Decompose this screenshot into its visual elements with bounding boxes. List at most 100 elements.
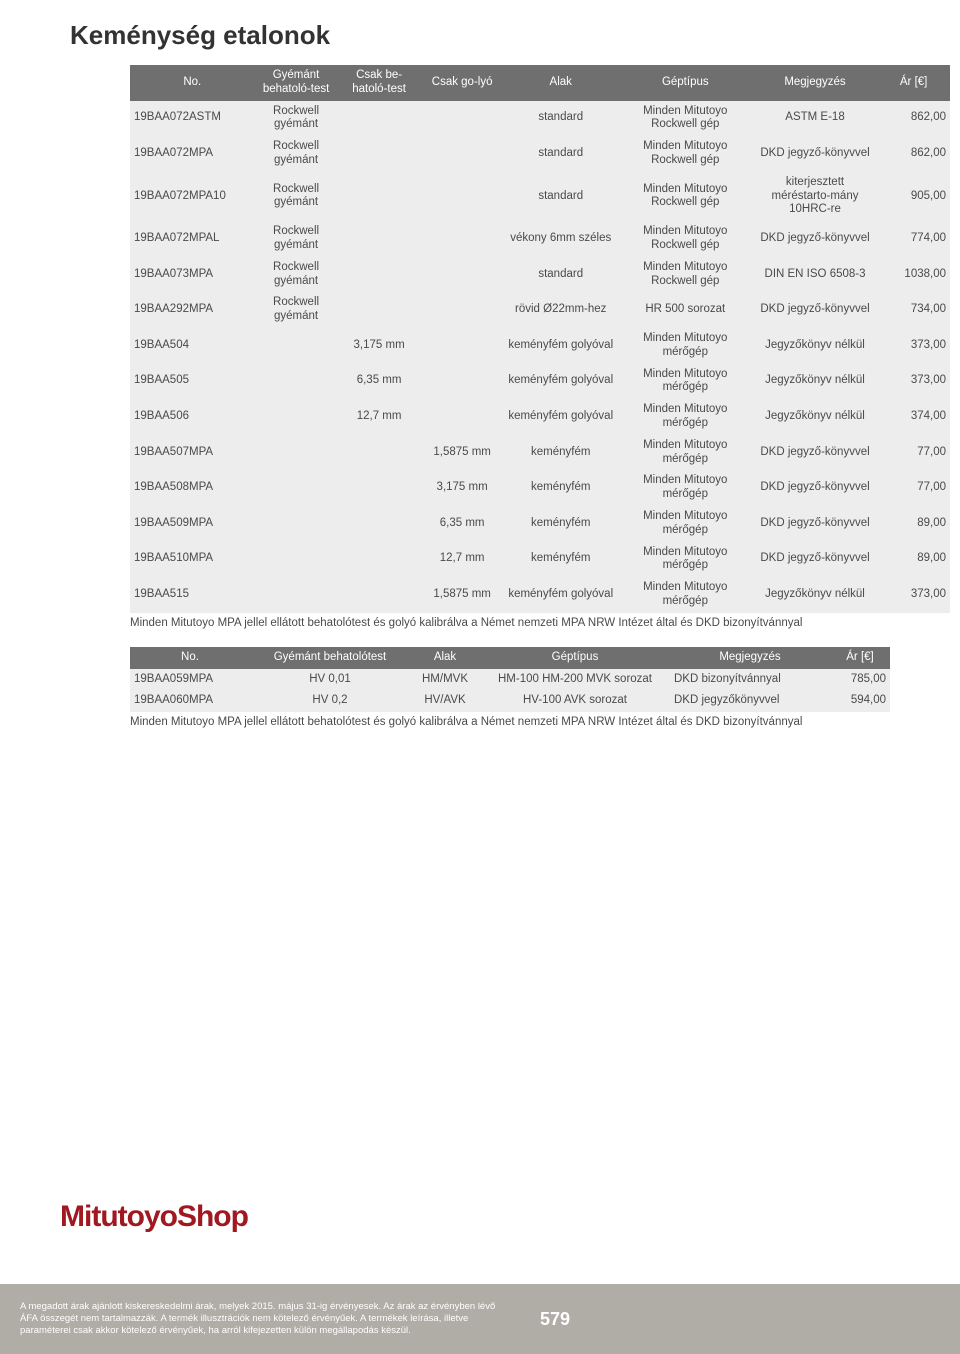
cell: 19BAA505 bbox=[130, 364, 255, 400]
th: Ár [€] bbox=[830, 647, 890, 669]
cell: DKD jegyző-könyvvel bbox=[753, 136, 878, 172]
cell: standard bbox=[504, 257, 618, 293]
cell: Minden Mitutoyo mérőgép bbox=[618, 542, 753, 578]
cell: 734,00 bbox=[877, 292, 950, 328]
cell: 19BAA072MPAL bbox=[130, 221, 255, 257]
cell: Minden Mitutoyo mérőgép bbox=[618, 364, 753, 400]
table-row: 19BAA073MPARockwell gyémántstandardMinde… bbox=[130, 257, 950, 293]
footer-disclaimer: A megadott árak ajánlott kiskereskedelmi… bbox=[20, 1301, 500, 1337]
table-row: 19BAA072MPARockwell gyémántstandardMinde… bbox=[130, 136, 950, 172]
cell: keményfém bbox=[504, 435, 618, 471]
cell: 374,00 bbox=[877, 399, 950, 435]
cell bbox=[421, 221, 504, 257]
cell: 373,00 bbox=[877, 364, 950, 400]
cell: Minden Mitutoyo mérőgép bbox=[618, 506, 753, 542]
th: Gyémánt behatolótest bbox=[250, 647, 410, 669]
cell: 12,7 mm bbox=[421, 542, 504, 578]
cell: vékony 6mm széles bbox=[504, 221, 618, 257]
cell: 862,00 bbox=[877, 101, 950, 137]
cell: HV 0,2 bbox=[250, 690, 410, 712]
cell: Rockwell gyémánt bbox=[255, 221, 338, 257]
cell: 19BAA073MPA bbox=[130, 257, 255, 293]
table-row: 19BAA5151,5875 mmkeményfém golyóvalMinde… bbox=[130, 577, 950, 613]
table-2: No. Gyémánt behatolótest Alak Géptípus M… bbox=[130, 647, 890, 712]
cell: 19BAA509MPA bbox=[130, 506, 255, 542]
cell: 19BAA507MPA bbox=[130, 435, 255, 471]
cell bbox=[255, 470, 338, 506]
cell bbox=[338, 101, 421, 137]
cell: Jegyzőkönyv nélkül bbox=[753, 328, 878, 364]
cell: HM-100 HM-200 MVK sorozat bbox=[480, 669, 670, 691]
cell bbox=[338, 257, 421, 293]
table-row: 19BAA072MPA10Rockwell gyémántstandardMin… bbox=[130, 172, 950, 221]
cell: 3,175 mm bbox=[338, 328, 421, 364]
cell: Minden Mitutoyo mérőgép bbox=[618, 328, 753, 364]
table-row: 19BAA5056,35 mmkeményfém golyóvalMinden … bbox=[130, 364, 950, 400]
table-row: 19BAA504 3,175 mm keményfém golyóvalMinden… bbox=[130, 328, 950, 364]
cell: 19BAA508MPA bbox=[130, 470, 255, 506]
cell: Minden Mitutoyo mérőgép bbox=[618, 399, 753, 435]
cell: Minden Mitutoyo Rockwell gép bbox=[618, 136, 753, 172]
cell: 19BAA515 bbox=[130, 577, 255, 613]
brand-shop-logo: MitutoyoShop bbox=[60, 1200, 248, 1234]
cell: 19BAA504 bbox=[130, 328, 255, 364]
cell: DKD jegyző-könyvvel bbox=[753, 435, 878, 471]
th: No. bbox=[130, 65, 255, 101]
cell bbox=[421, 101, 504, 137]
cell bbox=[338, 136, 421, 172]
table-1-footnote: Minden Mitutoyo MPA jellel ellátott beha… bbox=[130, 617, 950, 629]
table-row: 19BAA510MPA12,7 mmkeményfémMinden Mituto… bbox=[130, 542, 950, 578]
cell: Minden Mitutoyo Rockwell gép bbox=[618, 172, 753, 221]
cell bbox=[421, 328, 504, 364]
cell: 6,35 mm bbox=[421, 506, 504, 542]
th: Ár [€] bbox=[877, 65, 950, 101]
cell: Minden Mitutoyo mérőgép bbox=[618, 435, 753, 471]
cell: Rockwell gyémánt bbox=[255, 172, 338, 221]
cell: 594,00 bbox=[830, 690, 890, 712]
table-row: 19BAA50612,7 mmkeményfém golyóvalMinden … bbox=[130, 399, 950, 435]
cell: DIN EN ISO 6508-3 bbox=[753, 257, 878, 293]
cell: keményfém golyóval bbox=[504, 364, 618, 400]
th: Alak bbox=[504, 65, 618, 101]
cell: 19BAA059MPA bbox=[130, 669, 250, 691]
table-row: 19BAA509MPA6,35 mmkeményfémMinden Mituto… bbox=[130, 506, 950, 542]
cell: 77,00 bbox=[877, 435, 950, 471]
cell: 19BAA292MPA bbox=[130, 292, 255, 328]
cell: 905,00 bbox=[877, 172, 950, 221]
cell: DKD jegyzőkönyvvel bbox=[670, 690, 830, 712]
cell: 1038,00 bbox=[877, 257, 950, 293]
cell: 89,00 bbox=[877, 506, 950, 542]
cell: keményfém golyóval bbox=[504, 399, 618, 435]
th: Géptípus bbox=[480, 647, 670, 669]
cell: Rockwell gyémánt bbox=[255, 292, 338, 328]
cell bbox=[421, 172, 504, 221]
cell: Minden Mitutoyo mérőgép bbox=[618, 470, 753, 506]
cell: 1,5875 mm bbox=[421, 577, 504, 613]
cell: DKD jegyző-könyvvel bbox=[753, 542, 878, 578]
cell: 19BAA072MPA bbox=[130, 136, 255, 172]
table-row: 19BAA507MPA1,5875 mmkeményfémMinden Mitu… bbox=[130, 435, 950, 471]
cell: 19BAA072MPA10 bbox=[130, 172, 255, 221]
cell: 12,7 mm bbox=[338, 399, 421, 435]
table-row: 19BAA059MPAHV 0,01HM/MVKHM-100 HM-200 MV… bbox=[130, 669, 890, 691]
cell: kiterjesztett méréstarto-mány 10HRC-re bbox=[753, 172, 878, 221]
cell: keményfém bbox=[504, 542, 618, 578]
cell: keményfém golyóval bbox=[504, 328, 618, 364]
cell bbox=[338, 577, 421, 613]
th: Megjegyzés bbox=[753, 65, 878, 101]
page-title: Keménység etalonok bbox=[70, 20, 900, 51]
table-1-header-row: No. Gyémánt behatoló-test Csak be-hatoló… bbox=[130, 65, 950, 101]
cell: 77,00 bbox=[877, 470, 950, 506]
cell: DKD bizonyítvánnyal bbox=[670, 669, 830, 691]
table-row: 19BAA072MPALRockwell gyémánt vékony 6mm s… bbox=[130, 221, 950, 257]
cell: HM/MVK bbox=[410, 669, 480, 691]
cell bbox=[255, 577, 338, 613]
cell: Rockwell gyémánt bbox=[255, 101, 338, 137]
cell: 373,00 bbox=[877, 577, 950, 613]
cell: HV-100 AVK sorozat bbox=[480, 690, 670, 712]
table-row: 19BAA292MPARockwell gyémántrövid Ø22mm-h… bbox=[130, 292, 950, 328]
table-1: No. Gyémánt behatoló-test Csak be-hatoló… bbox=[130, 65, 950, 613]
cell: Jegyzőkönyv nélkül bbox=[753, 399, 878, 435]
cell bbox=[255, 506, 338, 542]
cell: keményfém golyóval bbox=[504, 577, 618, 613]
